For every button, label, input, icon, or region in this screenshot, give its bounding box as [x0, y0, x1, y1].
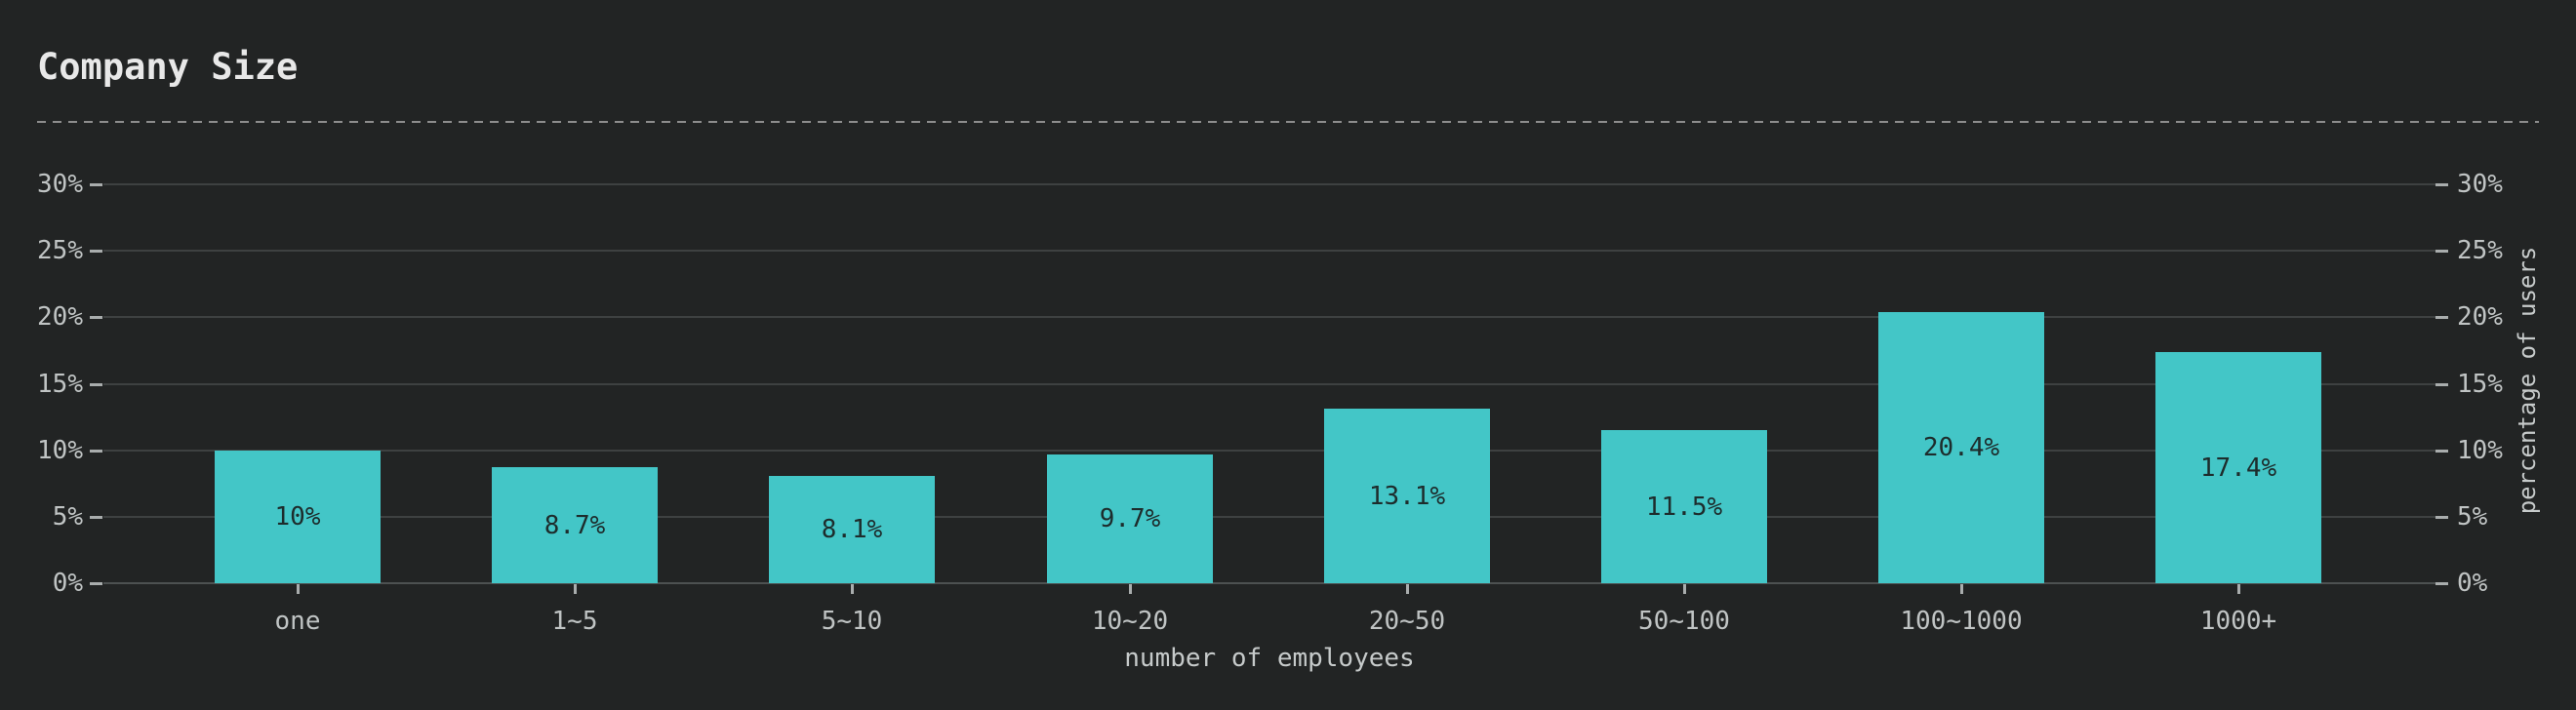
y-tick-left — [90, 316, 102, 319]
x-tick-label: 100~1000 — [1900, 607, 2023, 636]
y-tick-right — [2435, 450, 2448, 453]
y-tick-label-left: 20% — [37, 302, 83, 332]
x-tick-label: 1000+ — [2199, 607, 2277, 636]
y-tick-label-left: 10% — [37, 436, 83, 465]
y-tick-label-right: 30% — [2457, 170, 2503, 199]
x-tick — [297, 584, 300, 594]
gridline — [103, 450, 2435, 452]
gridline — [103, 316, 2435, 318]
y-tick-right — [2435, 316, 2448, 319]
bar-value-label: 8.1% — [821, 515, 883, 544]
y-tick-left — [90, 250, 102, 253]
x-tick — [574, 584, 577, 594]
x-tick — [851, 584, 854, 594]
y-tick-right — [2435, 516, 2448, 519]
bar-value-label: 10% — [274, 502, 321, 532]
chart-title: Company Size — [37, 46, 299, 88]
bar: 11.5% — [1601, 430, 1767, 583]
y-tick-label-right: 15% — [2457, 370, 2503, 399]
y-tick-label-right: 20% — [2457, 302, 2503, 332]
x-tick — [1960, 584, 1963, 594]
title-divider — [37, 121, 2539, 123]
bar-value-label: 11.5% — [1645, 492, 1723, 522]
x-tick — [1683, 584, 1686, 594]
x-tick-label: one — [274, 607, 321, 636]
y-tick-left — [90, 450, 102, 453]
x-tick-label: 5~10 — [821, 607, 883, 636]
bar: 17.4% — [2155, 352, 2321, 583]
y-tick-label-right: 10% — [2457, 436, 2503, 465]
y-tick-label-right: 0% — [2457, 569, 2488, 598]
y-tick-label-right: 5% — [2457, 502, 2488, 532]
bar-value-label: 8.7% — [543, 510, 606, 540]
x-tick-label: 10~20 — [1091, 607, 1169, 636]
bar: 20.4% — [1878, 312, 2044, 583]
x-tick-label: 50~100 — [1638, 607, 1730, 636]
bar: 10% — [215, 451, 381, 583]
gridline — [103, 516, 2435, 518]
y-tick-left — [90, 582, 102, 585]
y-tick-label-left: 25% — [37, 236, 83, 265]
y-tick-left — [90, 183, 102, 186]
y-tick-left — [90, 383, 102, 386]
x-tick-label: 1~5 — [551, 607, 598, 636]
bar-value-label: 9.7% — [1099, 504, 1161, 533]
y-tick-right — [2435, 383, 2448, 386]
bar: 13.1% — [1324, 409, 1490, 583]
x-axis-title: number of employees — [1124, 644, 1415, 673]
y-axis-title-right: percentage of users — [2514, 246, 2541, 515]
bar: 8.1% — [769, 476, 935, 583]
bar: 8.7% — [492, 467, 658, 583]
y-tick-label-left: 15% — [37, 370, 83, 399]
gridline — [103, 183, 2435, 185]
bar-value-label: 13.1% — [1368, 481, 1446, 511]
x-tick-label: 20~50 — [1368, 607, 1446, 636]
x-tick — [1129, 584, 1132, 594]
y-tick-label-left: 0% — [52, 569, 83, 598]
x-axis-line — [103, 582, 2435, 584]
gridline — [103, 383, 2435, 385]
x-tick — [1406, 584, 1409, 594]
y-tick-left — [90, 516, 102, 519]
y-tick-right — [2435, 183, 2448, 186]
y-tick-label-left: 5% — [52, 502, 83, 532]
bar: 9.7% — [1047, 454, 1213, 583]
bar-value-label: 20.4% — [1922, 433, 2000, 462]
bar-value-label: 17.4% — [2199, 453, 2277, 483]
y-tick-right — [2435, 582, 2448, 585]
y-tick-label-left: 30% — [37, 170, 83, 199]
x-tick — [2237, 584, 2240, 594]
gridline — [103, 250, 2435, 252]
y-tick-label-right: 25% — [2457, 236, 2503, 265]
y-tick-right — [2435, 250, 2448, 253]
